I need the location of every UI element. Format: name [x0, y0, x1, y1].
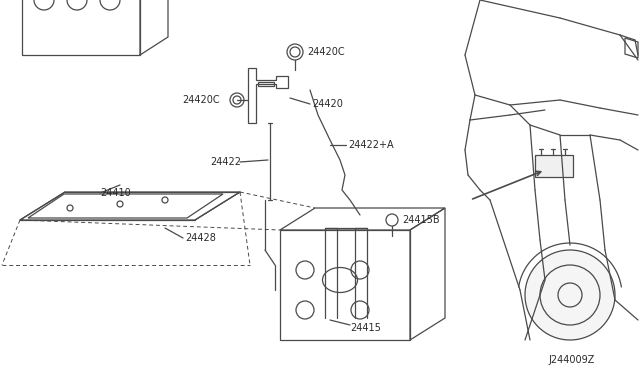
Text: 24415: 24415: [350, 323, 381, 333]
Polygon shape: [535, 155, 573, 177]
Text: J244009Z: J244009Z: [548, 355, 595, 365]
Text: 24420C: 24420C: [307, 47, 344, 57]
Text: 24415B: 24415B: [402, 215, 440, 225]
Circle shape: [386, 214, 398, 226]
Text: 24422+A: 24422+A: [348, 140, 394, 150]
Text: 24420C: 24420C: [182, 95, 220, 105]
Text: 24420: 24420: [312, 99, 343, 109]
Circle shape: [230, 93, 244, 107]
Text: 24410: 24410: [100, 188, 131, 198]
Text: 24428: 24428: [185, 233, 216, 243]
Circle shape: [287, 44, 303, 60]
Circle shape: [525, 250, 615, 340]
Text: 24422: 24422: [210, 157, 241, 167]
